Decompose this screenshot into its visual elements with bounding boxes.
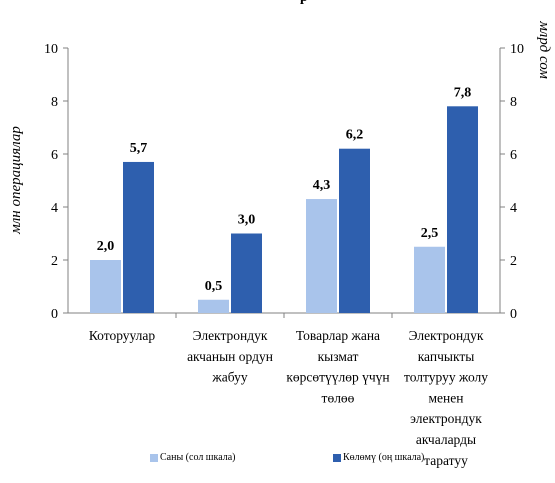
legend-label-volume: Көлөмү (оң шкала) (343, 452, 425, 463)
legend-item-volume: Көлөмү (оң шкала) (333, 452, 424, 463)
category-label: электрондук (410, 411, 482, 426)
right-tick-label: 6 (510, 148, 517, 163)
category-label: Которуулар (89, 328, 156, 343)
legend-swatch-volume (333, 453, 341, 462)
bar-volume (231, 233, 262, 313)
bar-count (306, 199, 337, 313)
category-label: акчаларды (416, 432, 476, 447)
category-label: капчыкты (418, 349, 475, 364)
right-tick-label: 10 (510, 42, 524, 57)
data-label-volume: 7,8 (454, 85, 472, 100)
data-label-count: 0,5 (205, 279, 223, 294)
data-label-count: 4,3 (313, 178, 331, 193)
chart-title-fragment: р (300, 0, 340, 6)
data-label-count: 2,0 (97, 239, 115, 254)
bar-count (90, 260, 121, 313)
category-label: кызмат (318, 349, 359, 364)
bar-count (414, 246, 445, 313)
left-tick-label: 8 (51, 95, 58, 110)
legend-swatch-count (150, 453, 158, 462)
data-label-volume: 3,0 (238, 213, 256, 228)
right-tick-label: 4 (510, 201, 517, 216)
legend-item-count: Саны (сол шкала) (150, 452, 236, 463)
y-axis-right-title: млрд сом (536, 20, 552, 79)
right-tick-label: 8 (510, 95, 517, 110)
data-label-volume: 5,7 (130, 141, 148, 156)
bar-count (198, 299, 229, 313)
data-label-volume: 6,2 (346, 128, 364, 143)
category-label: көрсөтүүлөр үчүн (286, 370, 389, 385)
category-label: төлөө (322, 390, 355, 405)
category-label: Электрондук (409, 328, 484, 343)
data-label-count: 2,5 (421, 226, 439, 241)
bar-volume (123, 161, 154, 313)
category-label: жабуу (211, 370, 247, 385)
right-tick-label: 2 (510, 254, 517, 269)
category-label: менен (429, 390, 464, 405)
left-tick-label: 10 (44, 42, 58, 57)
y-axis-left-title: млн операциялар (8, 126, 24, 235)
category-label: таратуу (424, 453, 468, 468)
left-tick-label: 2 (51, 254, 58, 269)
left-tick-label: 6 (51, 148, 58, 163)
left-tick-label: 0 (51, 307, 58, 322)
right-tick-label: 0 (510, 307, 517, 322)
left-tick-label: 4 (51, 201, 58, 216)
category-label: Товарлар жана (296, 328, 380, 343)
category-label: толтуруу жолу (404, 370, 488, 385)
bar-volume (447, 106, 478, 313)
legend-label-count: Саны (сол шкала) (160, 452, 236, 463)
category-label: акчанын ордун (187, 349, 273, 364)
bar-volume (339, 148, 370, 313)
category-label: Электрондук (193, 328, 268, 343)
